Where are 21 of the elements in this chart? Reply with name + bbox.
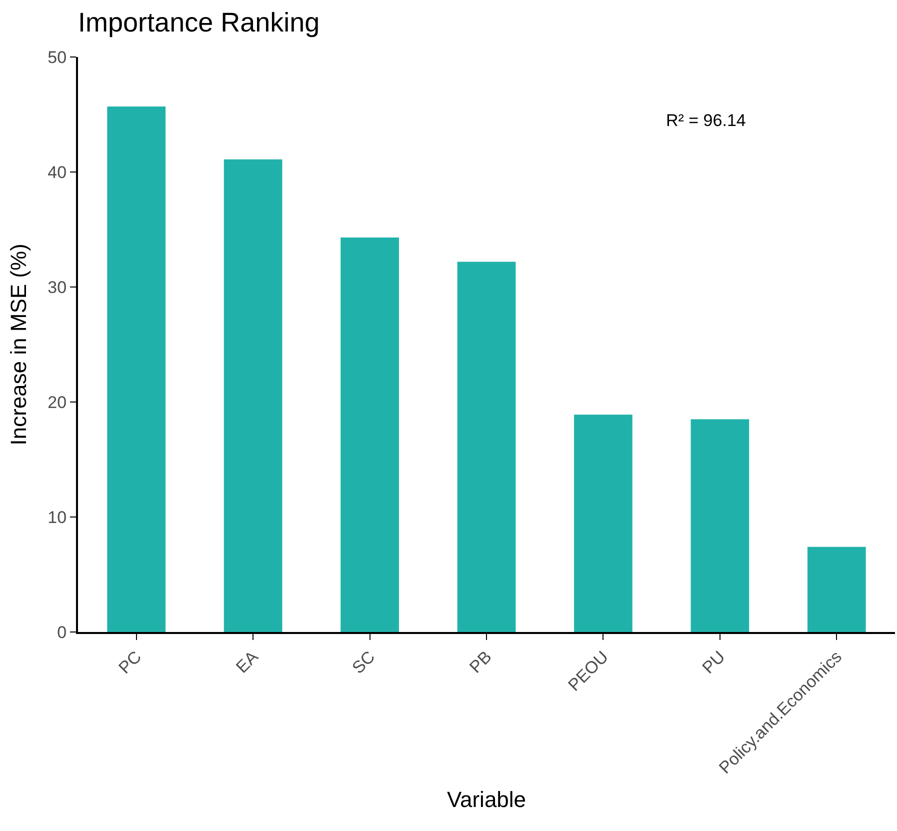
bar — [340, 238, 399, 632]
x-tick-label: EA — [232, 646, 262, 677]
bar — [107, 106, 166, 632]
x-tick-label: SC — [348, 647, 379, 678]
bar — [224, 159, 282, 632]
annotation: R² = 96.14 — [666, 111, 746, 130]
bar — [807, 546, 866, 632]
y-tick-label: 40 — [48, 162, 67, 182]
y-tick-label: 30 — [48, 278, 67, 297]
bar — [574, 414, 632, 632]
x-tick-label: PC — [115, 647, 146, 678]
y-tick-label: 50 — [48, 48, 67, 67]
bar — [457, 262, 516, 632]
y-tick-label: 10 — [48, 508, 67, 527]
y-axis-title: Increase in MSE (%) — [6, 244, 31, 446]
chart-title: Importance Ranking — [78, 7, 320, 38]
x-tick-label: PB — [466, 647, 496, 677]
y-tick-label: 20 — [48, 392, 67, 412]
y-tick-label: 0 — [57, 622, 67, 642]
x-axis-title: Variable — [446, 786, 526, 812]
bar — [690, 419, 750, 632]
